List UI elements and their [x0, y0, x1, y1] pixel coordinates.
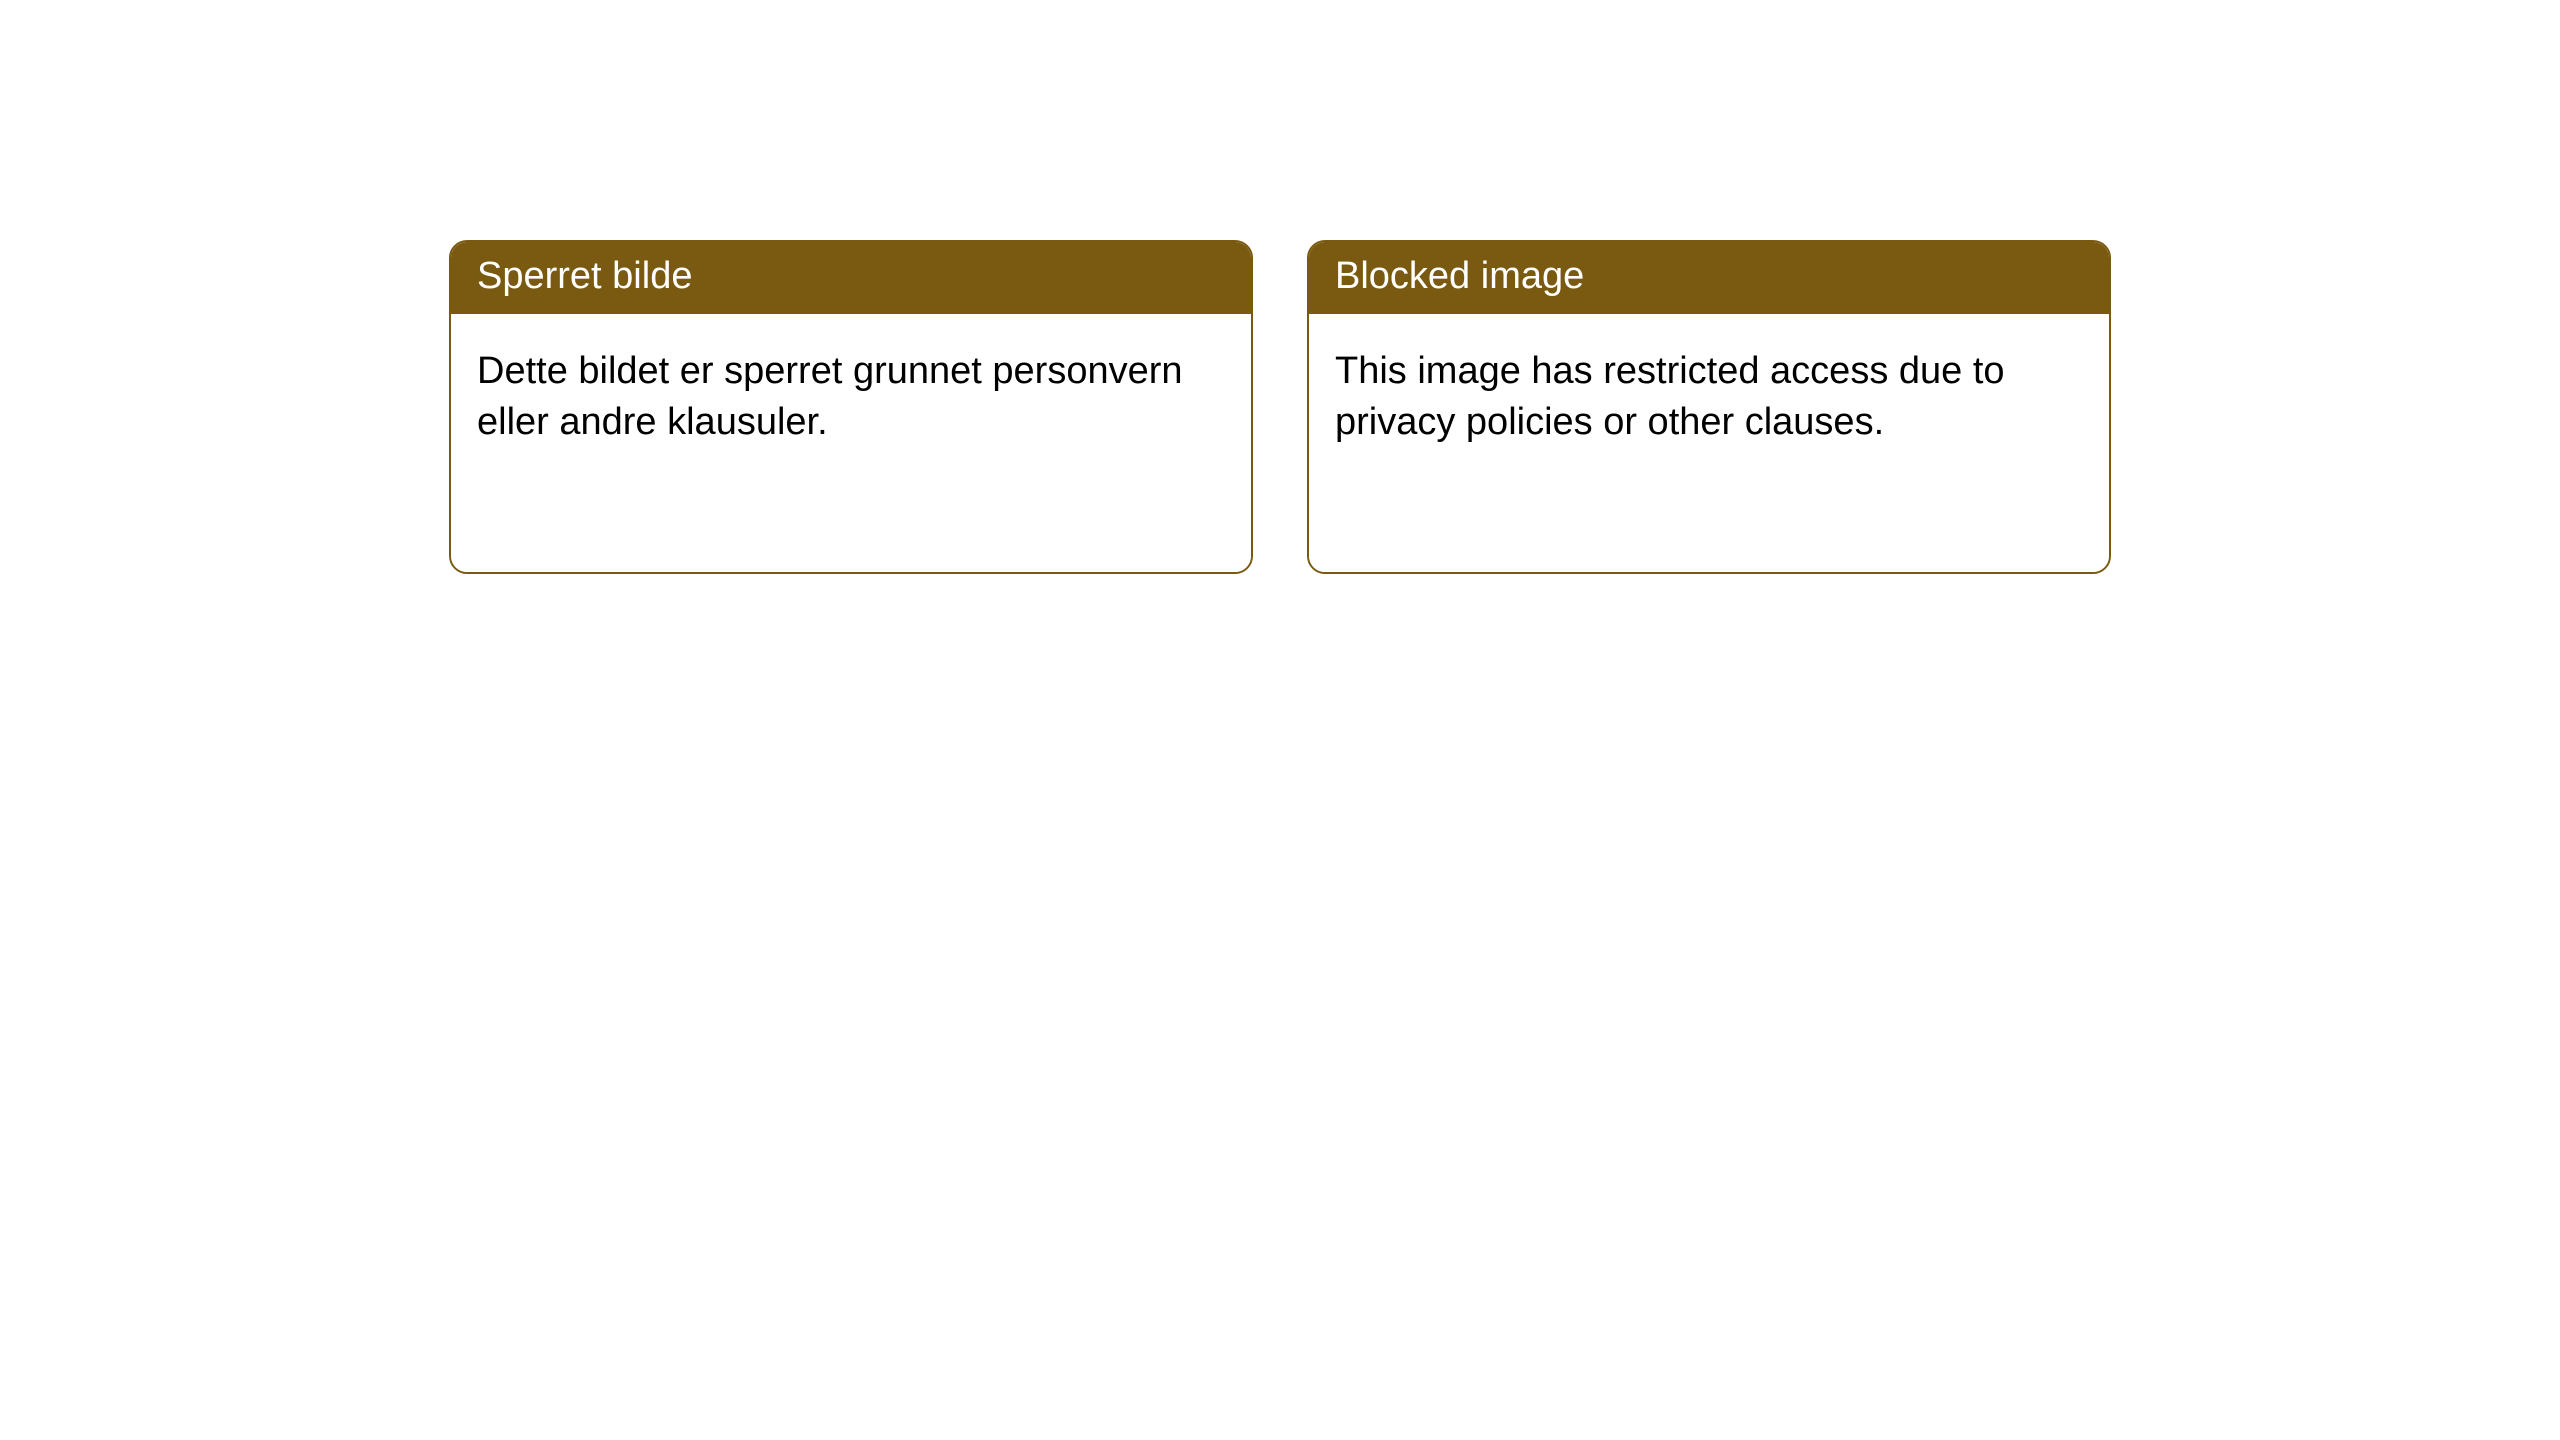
card-header-norwegian: Sperret bilde — [451, 242, 1251, 314]
card-body-english: This image has restricted access due to … — [1309, 314, 2109, 572]
card-header-english: Blocked image — [1309, 242, 2109, 314]
notice-card-english: Blocked image This image has restricted … — [1307, 240, 2111, 574]
notice-card-norwegian: Sperret bilde Dette bildet er sperret gr… — [449, 240, 1253, 574]
card-body-norwegian: Dette bildet er sperret grunnet personve… — [451, 314, 1251, 572]
notice-container: Sperret bilde Dette bildet er sperret gr… — [0, 0, 2560, 574]
